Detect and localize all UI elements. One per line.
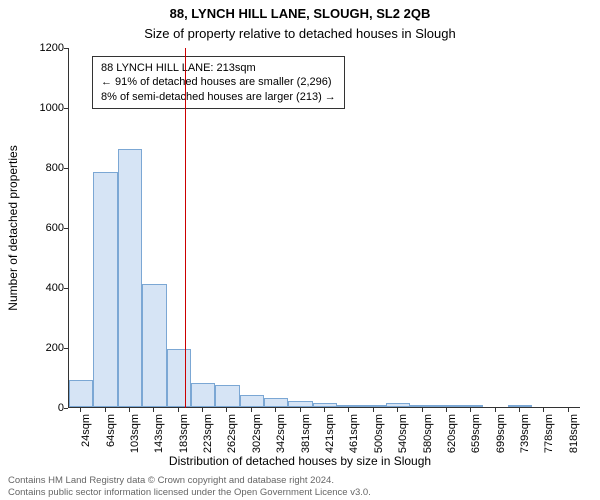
y-tick-label: 0 [24, 402, 64, 414]
bar [167, 349, 191, 408]
bar [459, 405, 483, 407]
x-tick-mark [129, 408, 130, 412]
bar [240, 395, 264, 407]
y-tick-mark [64, 288, 68, 289]
x-tick-label: 183sqm [178, 414, 190, 474]
footer-line: Contains public sector information licen… [8, 487, 371, 498]
bar [386, 403, 410, 408]
y-tick-mark [64, 48, 68, 49]
annotation-line: 88 LYNCH HILL LANE: 213sqm [101, 61, 336, 75]
x-tick-mark [495, 408, 496, 412]
x-tick-mark [348, 408, 349, 412]
x-tick-label: 342sqm [275, 414, 287, 474]
y-tick-label: 1200 [24, 42, 64, 54]
bar [142, 284, 166, 407]
y-tick-mark [64, 108, 68, 109]
bar [69, 380, 93, 407]
annotation-line: ← 91% of detached houses are smaller (2,… [101, 75, 336, 89]
x-tick-mark [202, 408, 203, 412]
bar [288, 401, 312, 407]
x-tick-label: 103sqm [129, 414, 141, 474]
x-tick-mark [80, 408, 81, 412]
bar [435, 405, 459, 407]
x-tick-mark [422, 408, 423, 412]
x-tick-label: 302sqm [251, 414, 263, 474]
x-tick-mark [153, 408, 154, 412]
x-tick-label: 381sqm [300, 414, 312, 474]
y-tick-label: 200 [24, 342, 64, 354]
x-tick-label: 143sqm [153, 414, 165, 474]
subtitle: Size of property relative to detached ho… [0, 26, 600, 41]
page-title: 88, LYNCH HILL LANE, SLOUGH, SL2 2QB [0, 6, 600, 21]
x-tick-mark [470, 408, 471, 412]
reference-line [185, 48, 186, 408]
x-tick-label: 223sqm [202, 414, 214, 474]
y-tick-label: 800 [24, 162, 64, 174]
x-tick-mark [226, 408, 227, 412]
x-tick-mark [275, 408, 276, 412]
x-tick-label: 620sqm [446, 414, 458, 474]
y-tick-mark [64, 228, 68, 229]
x-tick-label: 699sqm [495, 414, 507, 474]
x-tick-label: 778sqm [543, 414, 555, 474]
x-tick-mark [397, 408, 398, 412]
y-tick-mark [64, 408, 68, 409]
x-tick-mark [568, 408, 569, 412]
x-tick-mark [300, 408, 301, 412]
x-tick-label: 500sqm [373, 414, 385, 474]
bar [508, 405, 532, 407]
x-tick-mark [105, 408, 106, 412]
x-tick-label: 580sqm [422, 414, 434, 474]
x-tick-mark [519, 408, 520, 412]
bar [118, 149, 142, 407]
y-tick-label: 1000 [24, 102, 64, 114]
x-tick-mark [373, 408, 374, 412]
bar [362, 405, 386, 407]
y-tick-label: 400 [24, 282, 64, 294]
x-tick-label: 421sqm [324, 414, 336, 474]
bar [191, 383, 215, 407]
x-tick-label: 739sqm [519, 414, 531, 474]
x-tick-label: 540sqm [397, 414, 409, 474]
x-tick-label: 24sqm [80, 414, 92, 474]
bar [264, 398, 288, 407]
bar [410, 405, 434, 407]
x-tick-label: 262sqm [226, 414, 238, 474]
x-tick-label: 659sqm [470, 414, 482, 474]
x-tick-mark [324, 408, 325, 412]
x-tick-label: 64sqm [105, 414, 117, 474]
chart-container: { "title_line1": "88, LYNCH HILL LANE, S… [0, 0, 600, 500]
y-tick-mark [64, 348, 68, 349]
bar [337, 405, 361, 407]
x-tick-mark [543, 408, 544, 412]
bar [93, 172, 117, 408]
y-tick-mark [64, 168, 68, 169]
x-tick-mark [446, 408, 447, 412]
footer: Contains HM Land Registry data © Crown c… [8, 475, 371, 498]
y-axis-label: Number of detached properties [6, 145, 20, 310]
x-tick-label: 461sqm [348, 414, 360, 474]
footer-line: Contains HM Land Registry data © Crown c… [8, 475, 371, 486]
x-tick-mark [178, 408, 179, 412]
x-tick-label: 818sqm [568, 414, 580, 474]
x-tick-mark [251, 408, 252, 412]
y-tick-label: 600 [24, 222, 64, 234]
annotation-box: 88 LYNCH HILL LANE: 213sqm ← 91% of deta… [92, 56, 345, 109]
bar [313, 403, 337, 408]
annotation-line: 8% of semi-detached houses are larger (2… [101, 90, 336, 104]
bar [215, 385, 239, 408]
